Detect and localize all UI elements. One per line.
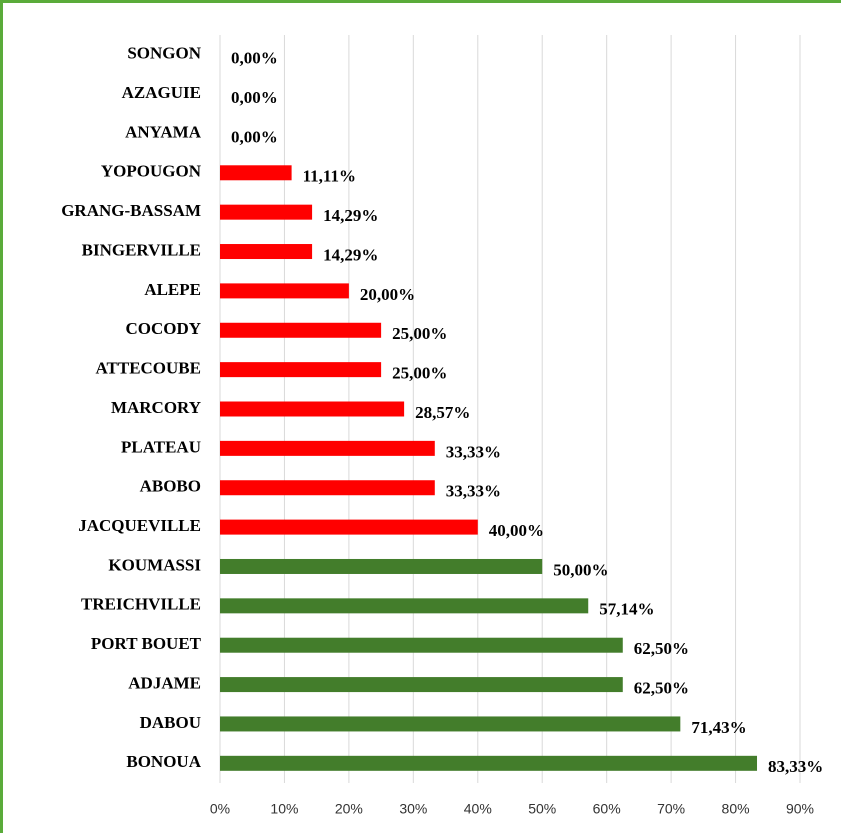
y-tick-label: BONOUA — [126, 752, 201, 771]
x-tick-label: 0% — [210, 801, 230, 817]
bar — [220, 558, 543, 574]
y-tick-label: ADJAME — [128, 673, 201, 692]
bar — [220, 598, 589, 614]
x-tick-label: 70% — [657, 801, 685, 817]
bar — [220, 165, 292, 181]
bar — [220, 204, 313, 220]
bar — [220, 283, 349, 299]
y-tick-label: COCODY — [125, 319, 201, 338]
x-tick-label: 60% — [593, 801, 621, 817]
y-tick-label: ABOBO — [140, 477, 201, 496]
value-label: 11,11% — [303, 167, 356, 186]
value-label: 25,00% — [392, 324, 447, 343]
bar — [220, 519, 478, 535]
value-label: 57,14% — [599, 600, 654, 619]
x-tick-label: 30% — [399, 801, 427, 817]
value-label: 0,00% — [231, 127, 278, 146]
value-label: 71,43% — [691, 718, 746, 737]
value-label: 0,00% — [231, 49, 278, 68]
y-tick-label: AZAGUIE — [122, 83, 201, 102]
x-tick-label: 90% — [786, 801, 814, 817]
y-tick-label: DABOU — [140, 713, 201, 732]
value-label: 83,33% — [768, 757, 823, 776]
y-tick-label: ATTECOUBE — [96, 359, 202, 378]
x-tick-label: 50% — [528, 801, 556, 817]
bar — [220, 755, 758, 771]
value-label: 28,57% — [415, 403, 470, 422]
bar — [220, 480, 435, 496]
value-label: 20,00% — [360, 285, 415, 304]
value-label: 14,29% — [323, 206, 378, 225]
y-tick-label: KOUMASSI — [108, 555, 201, 574]
bar — [220, 440, 435, 456]
x-tick-label: 20% — [335, 801, 363, 817]
y-tick-label: PLATEAU — [121, 437, 201, 456]
x-tick-label: 80% — [722, 801, 750, 817]
value-label: 33,33% — [446, 442, 501, 461]
y-tick-label: MARCORY — [111, 398, 201, 417]
x-tick-label: 40% — [464, 801, 492, 817]
value-label: 40,00% — [489, 521, 544, 540]
y-tick-label: TREICHVILLE — [81, 595, 201, 614]
y-tick-label: JACQUEVILLE — [78, 516, 201, 535]
y-tick-label: ANYAMA — [125, 122, 202, 141]
bar — [220, 244, 313, 260]
bar — [220, 677, 623, 693]
y-tick-label: SONGON — [127, 44, 201, 63]
x-tick-label: 10% — [270, 801, 298, 817]
bar — [220, 637, 623, 653]
value-label: 14,29% — [323, 245, 378, 264]
y-tick-label: GRANG-BASSAM — [61, 201, 201, 220]
value-label: 62,50% — [634, 639, 689, 658]
value-label: 62,50% — [634, 678, 689, 697]
bar — [220, 362, 382, 378]
y-tick-label: PORT BOUET — [91, 634, 202, 653]
bar — [220, 322, 382, 338]
y-tick-label: ALEPE — [144, 280, 201, 299]
value-label: 25,00% — [392, 364, 447, 383]
y-tick-label: YOPOUGON — [101, 162, 202, 181]
value-label: 50,00% — [553, 560, 608, 579]
bar — [220, 716, 681, 732]
value-label: 0,00% — [231, 88, 278, 107]
y-tick-label: BINGERVILLE — [82, 240, 201, 259]
bar — [220, 401, 405, 417]
value-label: 33,33% — [446, 482, 501, 501]
